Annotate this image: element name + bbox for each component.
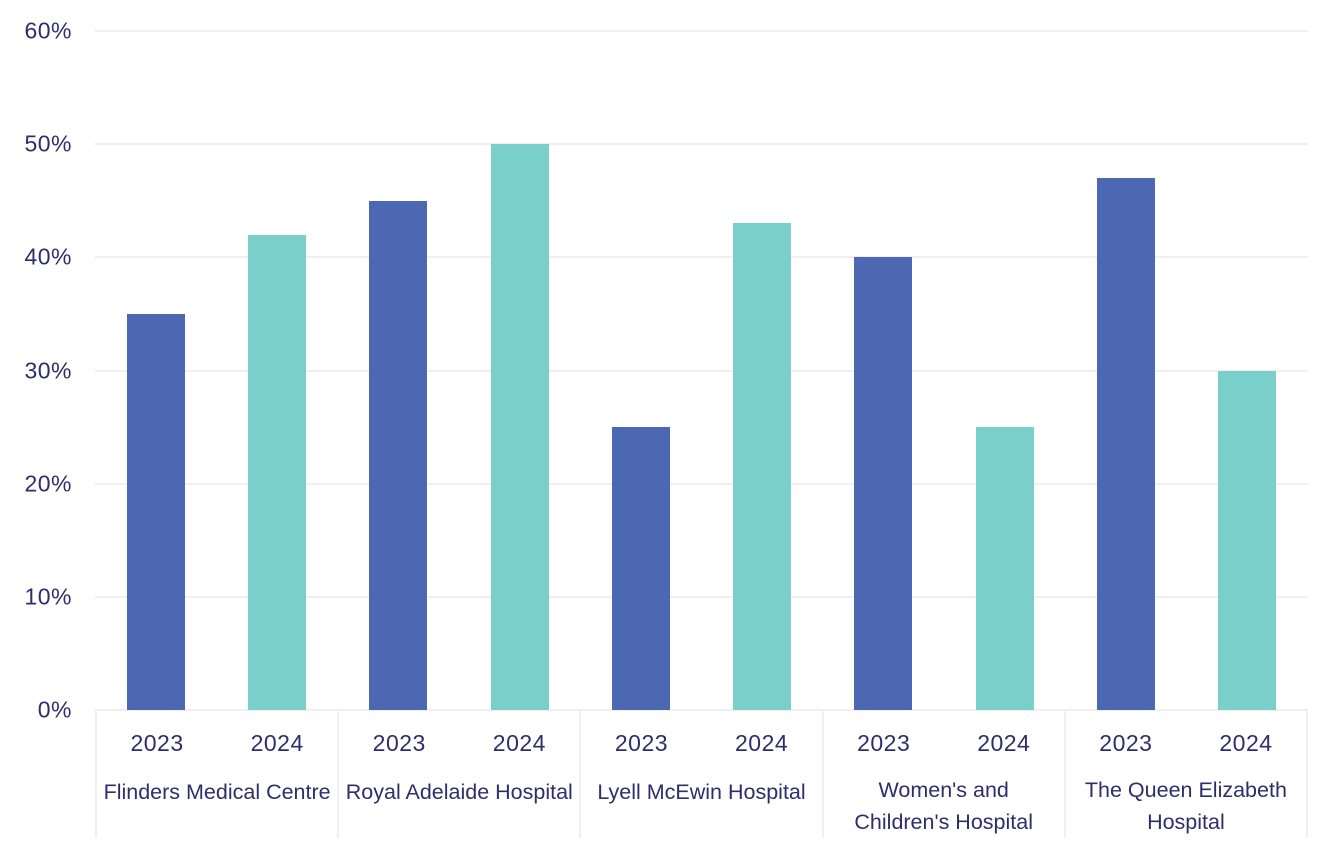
y-axis-tick-label: 0% xyxy=(37,696,72,723)
gridline xyxy=(95,143,1308,146)
gridline xyxy=(95,709,1308,711)
bar-2023 xyxy=(369,200,428,710)
plot-area xyxy=(95,31,1308,710)
bar-group xyxy=(338,31,581,710)
year-label: 2024 xyxy=(1219,730,1273,756)
hospital-name-label: Lyell McEwin Hospital xyxy=(597,780,806,804)
bar-2024 xyxy=(975,427,1034,710)
y-axis-tick-label: 20% xyxy=(24,470,72,497)
gridline xyxy=(95,482,1308,485)
x-axis-labels: 2023 2024 Flinders Medical Centre 2023 2024 R… xyxy=(95,710,1309,838)
bar-2024 xyxy=(247,234,306,710)
year-label: 2023 xyxy=(372,730,426,756)
year-label: 2023 xyxy=(614,730,669,756)
bar-group xyxy=(95,31,338,710)
bar-2024 xyxy=(1218,370,1277,710)
year-label: 2024 xyxy=(250,730,304,756)
bar-2024 xyxy=(490,144,549,710)
y-axis-tick-label: 30% xyxy=(24,357,72,383)
hospital-name-label: Flinders Medical Centre xyxy=(103,780,331,804)
hospital-name-label: The Queen Elizabeth Hospital xyxy=(1084,778,1287,834)
year-labels: 2023 2024 xyxy=(97,730,337,766)
bar-group xyxy=(580,31,823,710)
year-labels: 2023 2024 xyxy=(1066,730,1306,764)
group-label-cell: 2023 2024 The Queen Elizabeth Hospital xyxy=(1063,710,1309,838)
bar-2023 xyxy=(854,257,913,710)
bar-group xyxy=(823,31,1066,710)
year-label: 2024 xyxy=(492,730,546,756)
gridline xyxy=(95,369,1308,372)
year-label: 2024 xyxy=(734,730,789,756)
gridline xyxy=(95,256,1308,259)
year-label: 2023 xyxy=(1099,730,1153,756)
year-label: 2023 xyxy=(857,730,911,756)
year-label: 2023 xyxy=(130,730,184,756)
y-axis-tick-label: 50% xyxy=(24,130,72,157)
group-label-cell: 2023 2024 Flinders Medical Centre xyxy=(95,710,337,838)
group-label-cell: 2023 2024 Women's and Children's Hospital xyxy=(821,710,1064,838)
group-label-cell: 2023 2024 Royal Adelaide Hospital xyxy=(337,710,579,838)
bar-group xyxy=(1065,31,1308,710)
y-axis-tick-label: 10% xyxy=(24,583,72,610)
year-labels: 2023 2024 xyxy=(824,730,1064,764)
bar-2023 xyxy=(126,313,185,710)
gridline xyxy=(95,595,1308,598)
gridline xyxy=(95,30,1308,32)
hospital-name-label: Women's and Children's Hospital xyxy=(854,778,1033,834)
y-axis-tick-label: 40% xyxy=(24,243,72,270)
year-labels: 2023 2024 xyxy=(581,730,821,766)
bar-2023 xyxy=(1097,178,1156,710)
bar-2023 xyxy=(611,427,670,710)
bar-2024 xyxy=(733,223,792,710)
year-labels: 2023 2024 xyxy=(339,730,579,766)
group-label-cell: 2023 2024 Lyell McEwin Hospital xyxy=(579,710,821,838)
year-label: 2024 xyxy=(977,730,1031,756)
hospital-name-label: Royal Adelaide Hospital xyxy=(345,780,573,804)
y-axis-tick-label: 60% xyxy=(24,17,72,44)
